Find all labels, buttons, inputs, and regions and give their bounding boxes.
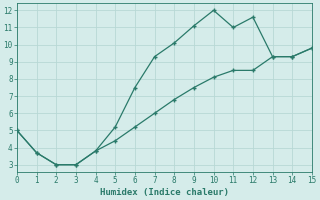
X-axis label: Humidex (Indice chaleur): Humidex (Indice chaleur) [100, 188, 229, 197]
